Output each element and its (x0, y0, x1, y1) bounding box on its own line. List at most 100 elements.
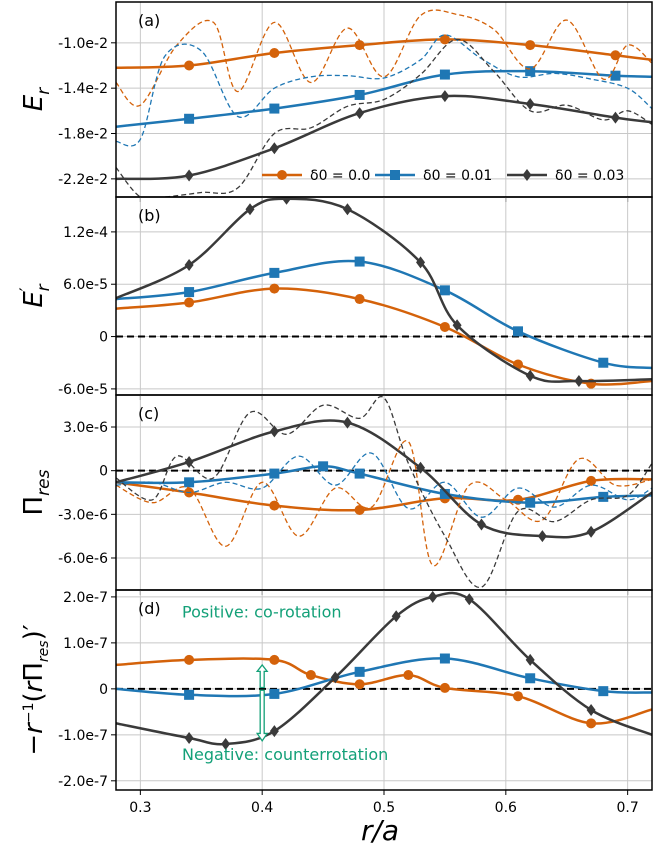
dashed-series-line (116, 9, 652, 107)
x-tick-label: 0.5 (373, 800, 395, 816)
series-markers (184, 34, 621, 71)
marker-square (184, 689, 195, 700)
marker-square (390, 170, 400, 180)
dashed-series-line (116, 38, 652, 197)
marker-circle (403, 670, 414, 681)
x-axis-label: r/a (361, 814, 399, 847)
panel-label: (c) (138, 404, 159, 423)
marker-diamond (525, 369, 535, 382)
marker-diamond (525, 98, 535, 111)
series-line (116, 38, 652, 70)
series-line (116, 197, 652, 383)
marker-square (184, 113, 195, 124)
marker-circle (439, 34, 450, 45)
marker-square (269, 468, 280, 479)
marker-diamond (586, 704, 596, 716)
marker-diamond (330, 671, 340, 684)
y-tick-label: 6.0e-5 (63, 277, 108, 293)
y-tick-label: -1.0e-2 (58, 36, 108, 52)
marker-diamond (342, 203, 352, 216)
marker-diamond (522, 169, 532, 181)
marker-circle (269, 500, 280, 511)
y-axis-label: −r−1(rΠres)′ (19, 624, 52, 755)
series-line (116, 259, 652, 370)
marker-square (525, 497, 536, 508)
series-line (116, 657, 652, 698)
y-tick-label: -2.2e-2 (58, 172, 108, 188)
marker-diamond (391, 610, 401, 623)
y-axis-label: Er (19, 87, 54, 111)
annotation-positive: Positive: co-rotation (182, 603, 342, 622)
marker-circle (586, 475, 597, 486)
marker-diamond (184, 259, 194, 272)
marker-square (439, 653, 450, 664)
marker-circle (269, 283, 280, 294)
legend-label: δ0 = 0.0 (310, 168, 370, 184)
series-line (116, 69, 652, 128)
marker-circle (439, 682, 450, 693)
y-tick-label: 1.0e-7 (63, 636, 108, 652)
series-markers (184, 590, 596, 751)
series-line (116, 419, 652, 539)
marker-square (598, 491, 609, 502)
marker-square (354, 89, 365, 100)
y-tick-label: -1.0e-7 (58, 728, 108, 744)
marker-diamond (610, 111, 620, 124)
marker-square (525, 673, 536, 684)
marker-circle (586, 718, 597, 729)
arrow-down-icon (255, 689, 269, 742)
marker-circle (525, 40, 536, 51)
x-tick-label: 0.7 (617, 800, 639, 816)
marker-square (354, 468, 365, 479)
marker-diamond (355, 107, 365, 120)
marker-circle (439, 321, 450, 332)
series-group (116, 590, 652, 751)
marker-diamond (525, 653, 535, 666)
marker-diamond (537, 530, 547, 543)
marker-circle (354, 679, 365, 690)
series-markers (184, 256, 609, 368)
legend-item: δ0 = 0.01 (375, 168, 492, 184)
legend-item: δ0 = 0.03 (507, 168, 624, 184)
series-markers (184, 66, 621, 124)
marker-diamond (269, 142, 279, 155)
marker-diamond (464, 593, 474, 606)
y-tick-label: 1.2e-4 (63, 225, 108, 241)
x-tick-label: 0.6 (495, 800, 517, 816)
arrow-up-icon (255, 663, 269, 689)
marker-circle (184, 60, 195, 71)
marker-diamond (416, 461, 426, 474)
marker-square (610, 70, 621, 81)
y-tick-label: 2.0e-7 (63, 590, 108, 606)
marker-diamond (574, 375, 584, 388)
marker-square (513, 326, 523, 337)
marker-diamond (282, 197, 292, 205)
marker-square (269, 103, 280, 114)
y-tick-label: -1.8e-2 (58, 127, 108, 143)
marker-square (184, 287, 195, 298)
marker-circle (354, 294, 365, 305)
series-line (116, 657, 652, 725)
series-markers (184, 654, 597, 729)
marker-circle (269, 654, 280, 665)
series-markers (184, 475, 597, 515)
marker-diamond (245, 203, 255, 216)
series-markers (184, 197, 584, 388)
dashed-series-line (116, 452, 652, 518)
marker-diamond (269, 725, 279, 738)
marker-diamond (416, 256, 426, 269)
marker-circle (354, 40, 365, 51)
marker-square (439, 488, 450, 499)
panel-label: (a) (138, 11, 160, 30)
y-tick-label: 0 (99, 330, 108, 346)
series-markers (184, 461, 609, 508)
marker-circle (277, 170, 287, 180)
series-group (116, 9, 652, 197)
legend-item: δ0 = 0.0 (262, 168, 370, 184)
marker-diamond (221, 738, 231, 751)
panel-b: -6.0e-5 0 6.0e-5 1.2e-4 (b) E′r (17, 196, 653, 400)
series-markers (184, 653, 609, 700)
legend-label: δ0 = 0.01 (423, 168, 492, 184)
marker-square (184, 477, 195, 488)
marker-diamond (428, 590, 438, 603)
